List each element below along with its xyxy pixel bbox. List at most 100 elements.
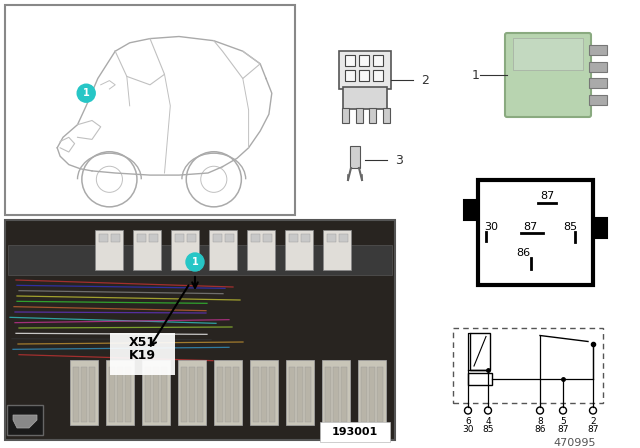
Bar (339, 51, 391, 89)
Bar (217, 367, 223, 422)
Bar (5, 5, 295, 215)
Text: 5: 5 (560, 417, 566, 426)
Circle shape (77, 84, 95, 102)
Text: 1: 1 (83, 88, 90, 98)
Bar (269, 367, 275, 422)
Bar (253, 367, 259, 422)
Bar (187, 234, 196, 242)
Text: 8: 8 (537, 417, 543, 426)
Bar (263, 234, 272, 242)
Bar (345, 70, 355, 81)
Text: 87: 87 (557, 425, 569, 434)
Text: 1: 1 (191, 257, 198, 267)
Bar (377, 367, 383, 422)
Bar (373, 55, 383, 66)
Text: 87: 87 (523, 222, 537, 232)
Bar (383, 108, 390, 123)
Text: 470995: 470995 (554, 438, 596, 448)
Bar (213, 234, 222, 242)
Bar (117, 367, 123, 422)
Bar (261, 367, 267, 422)
Text: 30: 30 (462, 425, 474, 434)
Bar (189, 367, 195, 422)
Bar (70, 360, 98, 425)
Text: 2: 2 (590, 417, 596, 426)
Bar (477, 180, 593, 284)
Bar (301, 234, 310, 242)
Polygon shape (13, 415, 37, 428)
Bar (225, 367, 231, 422)
Bar (593, 218, 607, 238)
Bar (289, 367, 295, 422)
Bar (250, 360, 278, 425)
Bar (322, 360, 350, 425)
Bar (137, 234, 146, 242)
Text: 85: 85 (483, 425, 493, 434)
Bar (89, 367, 95, 422)
Bar (343, 87, 387, 109)
Bar (171, 230, 199, 270)
Bar (342, 108, 349, 123)
Text: 4: 4 (485, 417, 491, 426)
Bar (73, 367, 79, 422)
Bar (214, 360, 242, 425)
Bar (251, 234, 260, 242)
Bar (369, 367, 375, 422)
Bar (305, 367, 311, 422)
Bar (589, 78, 607, 88)
Text: 87: 87 (588, 425, 599, 434)
Bar (285, 230, 313, 270)
Text: 2: 2 (421, 73, 429, 86)
Bar (153, 367, 159, 422)
Bar (373, 70, 383, 81)
Bar (289, 234, 298, 242)
Bar (339, 234, 348, 242)
Bar (470, 332, 490, 370)
Bar (350, 146, 360, 168)
FancyBboxPatch shape (505, 33, 591, 117)
Bar (589, 62, 607, 72)
Bar (99, 234, 108, 242)
Bar (320, 422, 390, 442)
Bar (178, 360, 206, 425)
Bar (345, 55, 355, 66)
Bar (463, 200, 477, 220)
Bar (110, 333, 175, 375)
Text: X51: X51 (129, 336, 156, 349)
Text: 6: 6 (465, 417, 471, 426)
Text: 86: 86 (534, 425, 546, 434)
Bar (358, 360, 386, 425)
Bar (197, 367, 203, 422)
Bar (142, 360, 170, 425)
Bar (8, 245, 392, 275)
Bar (175, 234, 184, 242)
Bar (233, 367, 239, 422)
Bar (149, 234, 158, 242)
Text: 87: 87 (540, 190, 554, 201)
Text: 3: 3 (395, 154, 403, 167)
Bar (5, 220, 395, 440)
Bar (81, 367, 87, 422)
Bar (209, 230, 237, 270)
Bar (109, 367, 115, 422)
Bar (513, 38, 583, 70)
Bar (225, 234, 234, 242)
Bar (359, 55, 369, 66)
Bar (361, 367, 367, 422)
Bar (453, 327, 603, 402)
Bar (161, 367, 167, 422)
Bar (286, 360, 314, 425)
Text: 1: 1 (472, 69, 480, 82)
Bar (125, 367, 131, 422)
Bar (356, 108, 363, 123)
Bar (369, 108, 376, 123)
Bar (181, 367, 187, 422)
Bar (247, 230, 275, 270)
Bar (589, 45, 607, 55)
Bar (7, 405, 43, 435)
Text: K19: K19 (129, 349, 156, 362)
Bar (106, 360, 134, 425)
Circle shape (186, 253, 204, 271)
Bar (359, 70, 369, 81)
Text: 193001: 193001 (332, 427, 378, 437)
